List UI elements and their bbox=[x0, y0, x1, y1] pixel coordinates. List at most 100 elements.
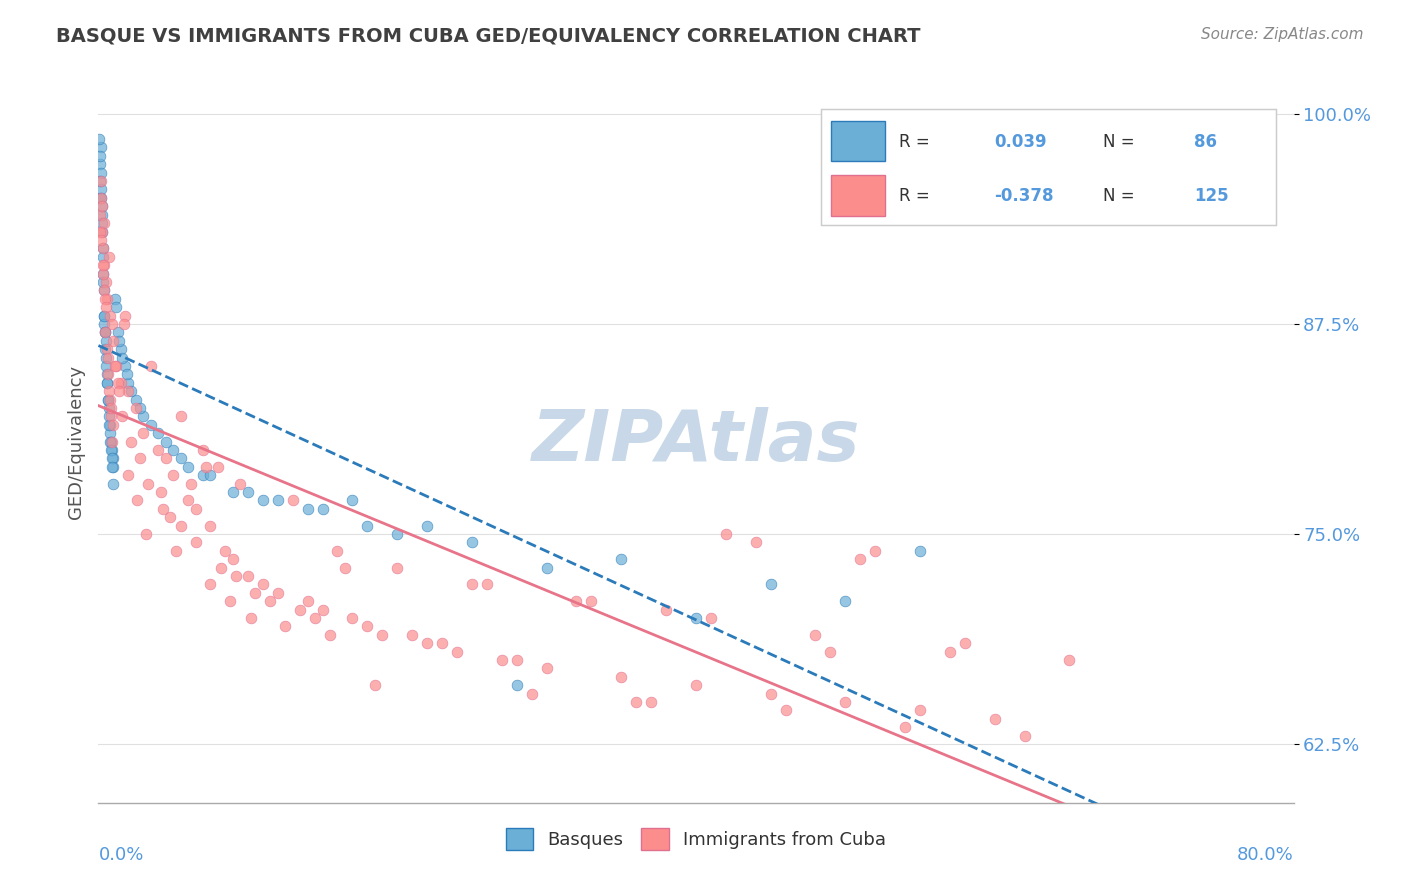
Point bbox=[90, 191, 112, 205]
Text: BASQUE VS IMMIGRANTS FROM CUBA GED/EQUIVALENCY CORRELATION CHART: BASQUE VS IMMIGRANTS FROM CUBA GED/EQUIV… bbox=[56, 27, 921, 45]
Point bbox=[89, 132, 111, 146]
Point bbox=[96, 292, 118, 306]
Point bbox=[430, 636, 453, 650]
Point bbox=[94, 342, 117, 356]
Point bbox=[100, 442, 122, 457]
Point bbox=[90, 208, 112, 222]
Point bbox=[222, 552, 245, 566]
Point bbox=[685, 611, 707, 625]
Point bbox=[97, 409, 120, 424]
Text: 80.0%: 80.0% bbox=[1237, 847, 1294, 864]
Point bbox=[93, 283, 115, 297]
Point bbox=[385, 560, 409, 574]
Point bbox=[491, 653, 513, 667]
Point bbox=[101, 434, 124, 449]
Point bbox=[117, 376, 139, 390]
Point bbox=[536, 560, 558, 574]
Point bbox=[252, 577, 274, 591]
Point bbox=[93, 317, 115, 331]
Point bbox=[700, 611, 723, 625]
Point bbox=[297, 594, 319, 608]
Point bbox=[834, 594, 856, 608]
Point bbox=[91, 225, 114, 239]
Point bbox=[506, 678, 529, 692]
Point bbox=[110, 342, 132, 356]
Point bbox=[274, 619, 297, 633]
Point bbox=[759, 577, 782, 591]
Point bbox=[159, 510, 181, 524]
Point bbox=[101, 442, 124, 457]
Point bbox=[1059, 653, 1081, 667]
Point bbox=[565, 594, 588, 608]
Point bbox=[139, 359, 162, 373]
Point bbox=[89, 225, 111, 239]
Point bbox=[96, 376, 118, 390]
Point bbox=[94, 351, 117, 365]
Point bbox=[177, 493, 200, 508]
Point bbox=[105, 300, 128, 314]
Point bbox=[356, 619, 378, 633]
Point bbox=[90, 199, 112, 213]
Point bbox=[364, 678, 387, 692]
Point bbox=[125, 401, 148, 415]
Point bbox=[520, 687, 543, 701]
Point bbox=[865, 543, 887, 558]
Point bbox=[108, 384, 131, 398]
Point bbox=[98, 392, 121, 407]
Point bbox=[89, 208, 111, 222]
Point bbox=[385, 527, 409, 541]
Point bbox=[416, 518, 439, 533]
Point bbox=[222, 485, 245, 500]
Point bbox=[93, 275, 115, 289]
Point bbox=[342, 493, 364, 508]
Point bbox=[136, 476, 159, 491]
Point bbox=[135, 527, 157, 541]
Point bbox=[180, 476, 202, 491]
Point bbox=[953, 636, 976, 650]
Point bbox=[184, 535, 207, 549]
Point bbox=[129, 451, 152, 466]
Point bbox=[120, 384, 142, 398]
Point bbox=[100, 409, 122, 424]
Point bbox=[97, 351, 120, 365]
Point bbox=[103, 334, 125, 348]
Point bbox=[91, 241, 114, 255]
Point bbox=[89, 191, 111, 205]
Point bbox=[461, 577, 484, 591]
Point bbox=[333, 560, 356, 574]
Point bbox=[100, 401, 122, 415]
Point bbox=[98, 384, 121, 398]
Point bbox=[834, 695, 856, 709]
Point bbox=[759, 687, 782, 701]
Point bbox=[90, 233, 112, 247]
Point bbox=[94, 334, 117, 348]
Point bbox=[98, 426, 122, 441]
Point bbox=[101, 451, 124, 466]
Point bbox=[461, 535, 484, 549]
Point bbox=[111, 409, 134, 424]
Point bbox=[475, 577, 498, 591]
Point bbox=[200, 577, 222, 591]
Point bbox=[984, 712, 1007, 726]
Point bbox=[610, 670, 633, 684]
Point bbox=[640, 695, 662, 709]
Point bbox=[132, 409, 155, 424]
Point bbox=[191, 468, 214, 483]
Text: ZIPAtlas: ZIPAtlas bbox=[531, 407, 860, 476]
Point bbox=[96, 368, 118, 382]
Point bbox=[209, 560, 232, 574]
Point bbox=[267, 586, 290, 600]
Point bbox=[98, 434, 121, 449]
Point bbox=[91, 258, 114, 272]
Point bbox=[101, 459, 124, 474]
Point bbox=[416, 636, 439, 650]
Point bbox=[97, 368, 120, 382]
Point bbox=[105, 359, 128, 373]
Point bbox=[162, 468, 184, 483]
Point bbox=[259, 594, 281, 608]
Point bbox=[714, 527, 737, 541]
Point bbox=[169, 451, 191, 466]
Point bbox=[90, 166, 112, 180]
Point bbox=[894, 720, 917, 734]
Point bbox=[1014, 729, 1036, 743]
